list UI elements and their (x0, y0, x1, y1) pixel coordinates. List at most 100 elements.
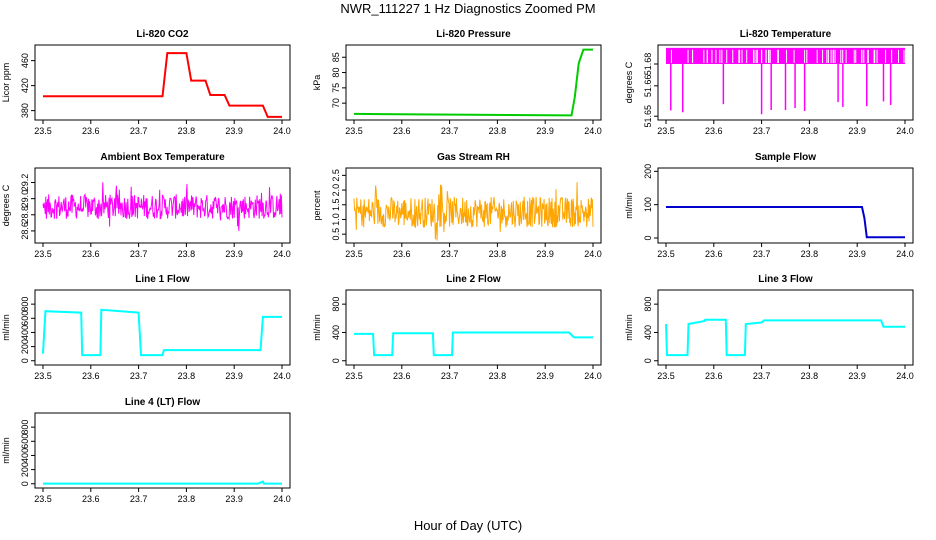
x-tick-label: 23.5 (345, 371, 363, 381)
chart-title: Gas Stream RH (437, 152, 510, 163)
y-tick-label: 100 (643, 197, 653, 212)
x-tick-label: 23.5 (34, 249, 52, 259)
x-tick-label: 23.7 (441, 126, 459, 136)
chart-panel: Li-820 Temperature 23.5 23.6 23.7 23.8 23.9 24… (624, 29, 914, 136)
y-tick-label: 70 (331, 98, 341, 108)
x-tick-label: 23.8 (489, 126, 507, 136)
y-axis-label: ml/min (1, 314, 11, 341)
x-tick-label: 23.7 (753, 126, 771, 136)
y-tick-label: 600 (20, 311, 30, 326)
plot-frame (345, 289, 602, 366)
x-tick-label: 23.7 (753, 249, 771, 259)
figure-title: NWR_111227 1 Hz Diagnostics Zoomed PM (340, 1, 596, 16)
x-tick-label: 24.0 (273, 126, 291, 136)
y-tick-label: 380 (20, 103, 30, 118)
y-tick-label: 400 (20, 448, 30, 463)
x-tick-label: 23.7 (130, 126, 148, 136)
y-tick-label: 29.0 (20, 190, 30, 208)
x-tick-label: 23.6 (705, 371, 723, 381)
x-tick-label: 23.9 (848, 249, 866, 259)
y-tick-label: 800 (20, 420, 30, 435)
plot-frame (345, 44, 602, 121)
x-tick-label: 23.7 (130, 371, 148, 381)
plot-frame (34, 412, 291, 489)
x-tick-label: 23.9 (536, 371, 554, 381)
series-line (665, 318, 905, 357)
y-tick-label: 85 (331, 52, 341, 62)
y-axis-label: ml/min (624, 314, 634, 341)
chart-panel: Li-820 CO2 23.5 23.6 23.7 23.8 23.9 24.0 380 420… (1, 29, 291, 136)
series-line (42, 308, 282, 357)
x-tick-label: 23.5 (34, 371, 52, 381)
x-tick-label: 23.6 (82, 371, 100, 381)
chart-panel: Line 1 Flow 23.5 23.6 23.7 23.8 23.9 24.0 0 2004… (1, 274, 291, 381)
x-tick-label: 23.8 (801, 126, 819, 136)
x-axis-title: Hour of Day (UTC) (413, 518, 523, 533)
plot-frame (34, 44, 291, 121)
series-line (354, 331, 593, 357)
x-tick-label: 23.8 (489, 249, 507, 259)
x-tick-label: 23.6 (705, 126, 723, 136)
series-line (43, 480, 282, 485)
x-tick-label: 23.5 (657, 371, 675, 381)
y-tick-label: 800 (20, 297, 30, 312)
x-tick-label: 23.6 (705, 249, 723, 259)
y-tick-label: 51.68 (643, 53, 653, 76)
plot-frame (34, 167, 291, 244)
series-line (43, 52, 282, 118)
x-tick-label: 23.7 (130, 249, 148, 259)
y-tick-label: 460 (20, 53, 30, 68)
chart-panel: Line 4 (LT) Flow 23.5 23.6 23.7 23.8 23.9 24.0… (1, 397, 291, 504)
x-tick-label: 23.8 (178, 371, 196, 381)
x-tick-label: 24.0 (584, 126, 602, 136)
y-axis-label: kPa (312, 75, 322, 91)
x-tick-label: 24.0 (896, 249, 914, 259)
y-axis-label: ml/min (1, 437, 11, 464)
y-tick-label: 400 (643, 325, 653, 340)
y-tick-label: 0 (643, 235, 653, 240)
y-tick-label: 600 (20, 434, 30, 449)
x-tick-label: 23.7 (441, 371, 459, 381)
x-tick-label: 23.8 (801, 371, 819, 381)
y-tick-label: 1.5 (331, 199, 341, 212)
y-tick-label: 2.0 (331, 184, 341, 197)
x-tick-label: 23.6 (393, 126, 411, 136)
y-tick-label: 800 (643, 297, 653, 312)
plot-frame (657, 289, 914, 366)
chart-title: Line 3 Flow (758, 274, 813, 285)
series-line (353, 48, 593, 117)
chart-panel: Sample Flow 23.5 23.6 23.7 23.8 23.9 24.0 0 100 2… (624, 152, 914, 259)
y-tick-label: 2.5 (331, 169, 341, 182)
y-tick-label: 1.0 (331, 213, 341, 226)
chart-title: Line 2 Flow (446, 274, 501, 285)
y-tick-label: 0.5 (331, 228, 341, 241)
x-tick-label: 23.8 (178, 126, 196, 136)
x-tick-label: 24.0 (896, 371, 914, 381)
y-tick-label: 420 (20, 78, 30, 93)
y-axis-label: ml/min (312, 314, 322, 341)
plot-frame (345, 167, 602, 244)
x-tick-label: 23.9 (225, 494, 243, 504)
x-tick-label: 23.6 (393, 249, 411, 259)
y-tick-label: 51.65 (643, 105, 653, 128)
chart-title: Ambient Box Temperature (100, 152, 225, 163)
x-tick-label: 23.7 (441, 249, 459, 259)
y-tick-label: 200 (643, 164, 653, 179)
series-band (666, 47, 905, 64)
x-tick-label: 24.0 (584, 249, 602, 259)
x-tick-label: 23.7 (753, 371, 771, 381)
x-tick-label: 23.8 (178, 494, 196, 504)
x-tick-label: 24.0 (273, 371, 291, 381)
x-tick-label: 24.0 (584, 371, 602, 381)
y-tick-label: 0 (643, 358, 653, 363)
x-tick-label: 24.0 (273, 249, 291, 259)
chart-title: Line 1 Flow (135, 274, 190, 285)
y-axis-label: degrees C (1, 184, 11, 226)
y-tick-label: 75 (331, 83, 341, 93)
x-tick-label: 23.5 (34, 494, 52, 504)
y-tick-label: 200 (20, 339, 30, 354)
y-axis-label: ml/min (624, 192, 634, 219)
x-tick-label: 23.9 (848, 126, 866, 136)
y-tick-label: 400 (20, 325, 30, 340)
